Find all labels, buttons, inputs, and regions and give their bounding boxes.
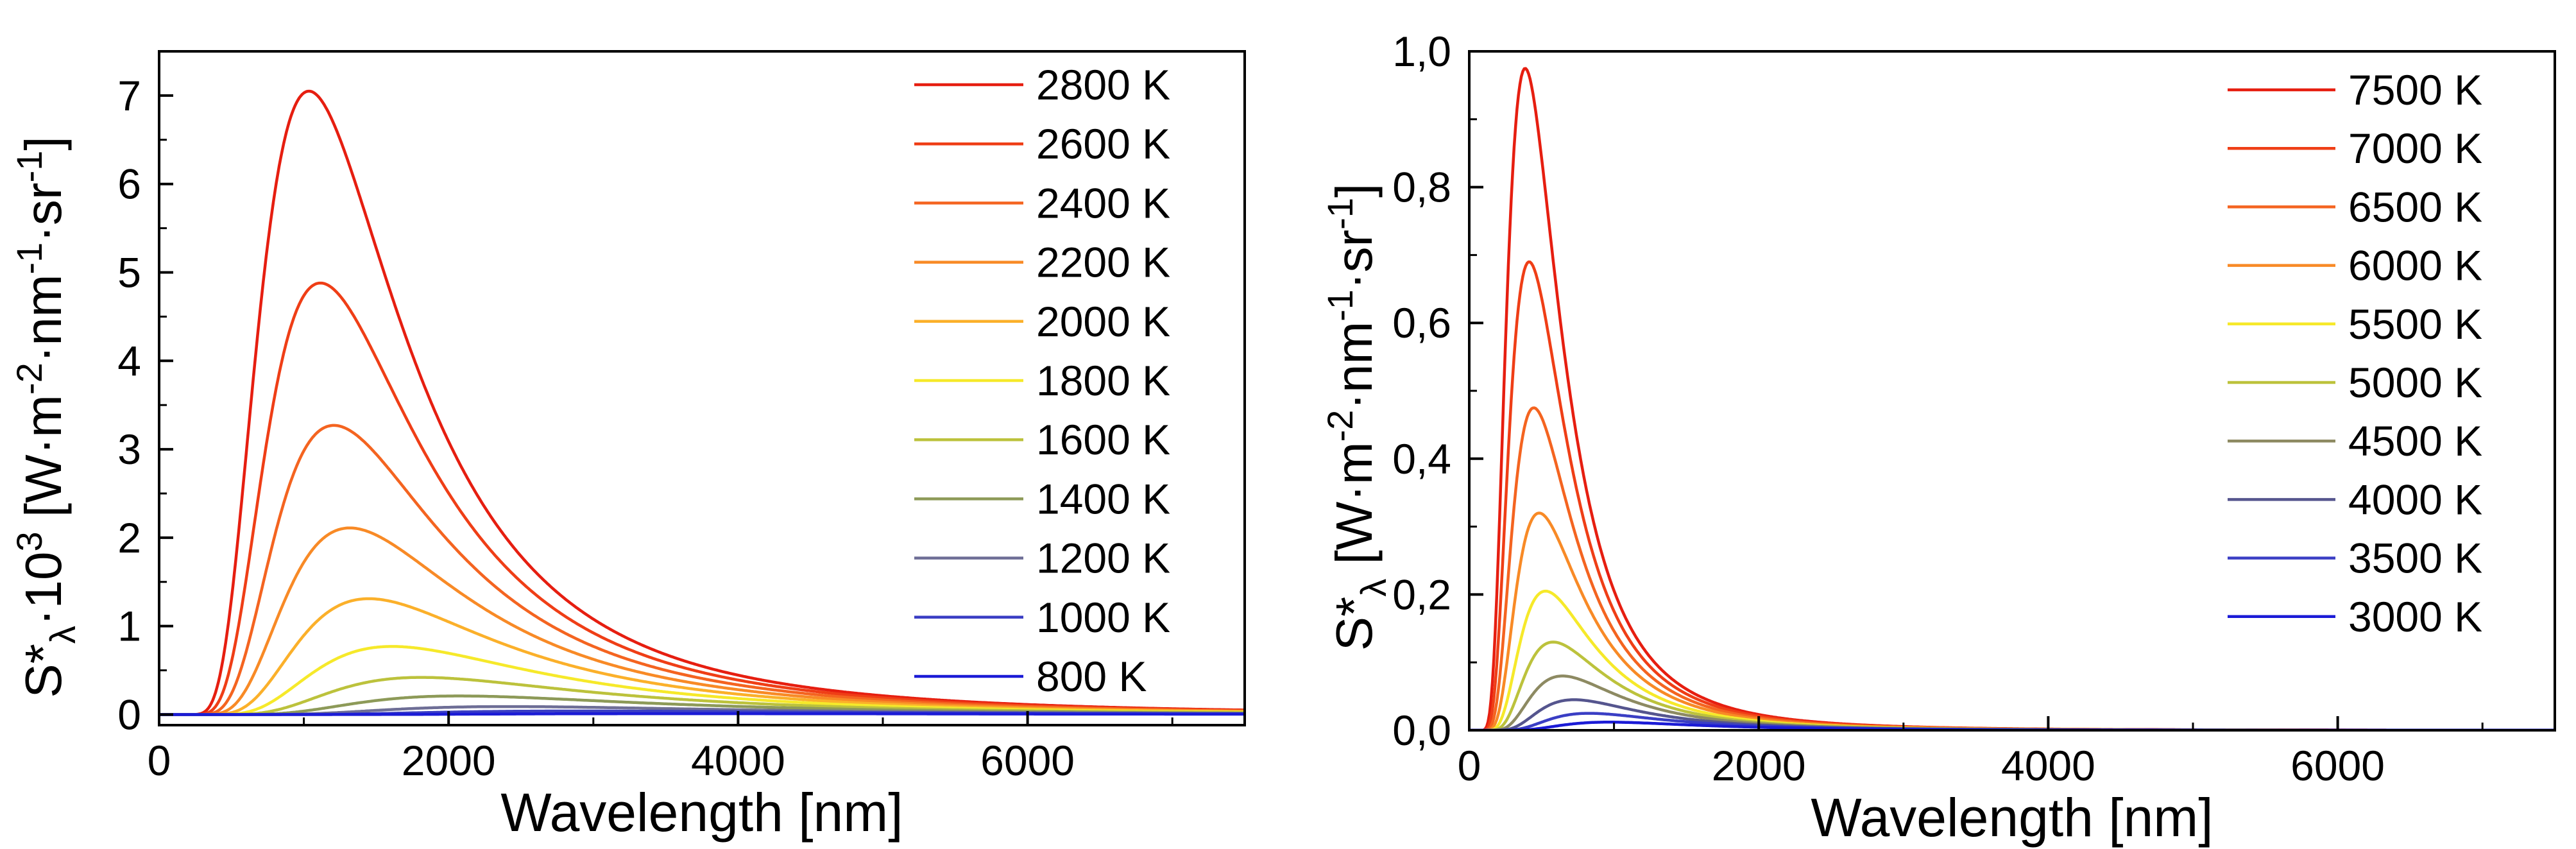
y-tick-label: 0,6 (1392, 299, 1451, 347)
legend-label: 2800 K (1036, 61, 1170, 108)
legend-label: 4000 K (2348, 476, 2482, 523)
legend-label: 2600 K (1036, 120, 1170, 167)
y-tick-label: 3 (117, 425, 141, 473)
x-tick-label: 0 (148, 737, 171, 784)
legend-label: 7000 K (2348, 124, 2482, 172)
legend-label: 7500 K (2348, 66, 2482, 114)
chart-1: 0 2000 4000 6000 0 1 2 3 4 5 6 7 Wavelength [nm] S*λ·… (9, 50, 1246, 843)
y-tick-label: 6 (117, 160, 141, 208)
legend-label: 2000 K (1036, 298, 1170, 345)
y-tick-label: 2 (117, 514, 141, 562)
legend-label: 3000 K (2348, 593, 2482, 640)
legend-label: 2400 K (1036, 179, 1170, 227)
series-group (159, 89, 1245, 716)
legend-label: 800 K (1036, 653, 1147, 700)
x-tick-label: 6000 (2290, 742, 2385, 789)
x-tick-label: 4000 (2001, 742, 2095, 789)
legend-label: 1200 K (1036, 535, 1170, 582)
legend-label: 1400 K (1036, 475, 1170, 522)
legend-label: 1000 K (1036, 594, 1170, 641)
x-tick-label: 4000 (691, 737, 785, 784)
legend: 7500 K 7000 K 6500 K 6000 K 5500 K 5000 K 4500… (2228, 66, 2482, 640)
y-tick-label: 0,4 (1392, 435, 1451, 483)
x-tick-label: 6000 (980, 737, 1075, 784)
y-axis-label: S*λ [W·m-2·nm-1·sr-1] (1320, 184, 1394, 651)
y-tick-label: 0,2 (1392, 570, 1451, 618)
x-axis-label: Wavelength [nm] (500, 782, 903, 843)
x-axis-label: Wavelength [nm] (1811, 787, 2213, 848)
x-tick-label: 2000 (402, 737, 496, 784)
x-tick-label: 2000 (1712, 742, 1806, 789)
y-tick-label: 5 (117, 248, 141, 296)
legend-label: 1800 K (1036, 357, 1170, 404)
legend-label: 2200 K (1036, 239, 1170, 286)
chart-2: 0 2000 4000 6000 0,0 0,2 0,4 0,6 0,8 1,0 Wavelengt… (1320, 28, 2556, 848)
y-tick-label: 0,0 (1392, 707, 1451, 754)
y-tick-label: 7 (117, 72, 141, 119)
y-tick-label: 1,0 (1392, 28, 1451, 75)
legend-label: 6000 K (2348, 242, 2482, 289)
y-axis-label: S*λ·103 [W·m-2·nm-1·sr-1] (9, 136, 83, 698)
legend-label: 1600 K (1036, 416, 1170, 463)
legend-label: 4500 K (2348, 417, 2482, 465)
y-tick-label: 0 (117, 690, 141, 738)
y-tick-label: 0,8 (1392, 164, 1451, 211)
legend-label: 3500 K (2348, 535, 2482, 582)
y-tick-label: 1 (117, 603, 141, 650)
x-tick-label: 0 (1458, 742, 1481, 789)
legend: 2800 K 2600 K 2400 K 2200 K 2000 K 1800 K 1600… (914, 61, 1170, 700)
legend-label: 6500 K (2348, 183, 2482, 230)
legend-label: 5500 K (2348, 300, 2482, 348)
plot-frame (158, 50, 1246, 726)
legend-label: 5000 K (2348, 359, 2482, 406)
y-tick-label: 4 (117, 337, 141, 384)
